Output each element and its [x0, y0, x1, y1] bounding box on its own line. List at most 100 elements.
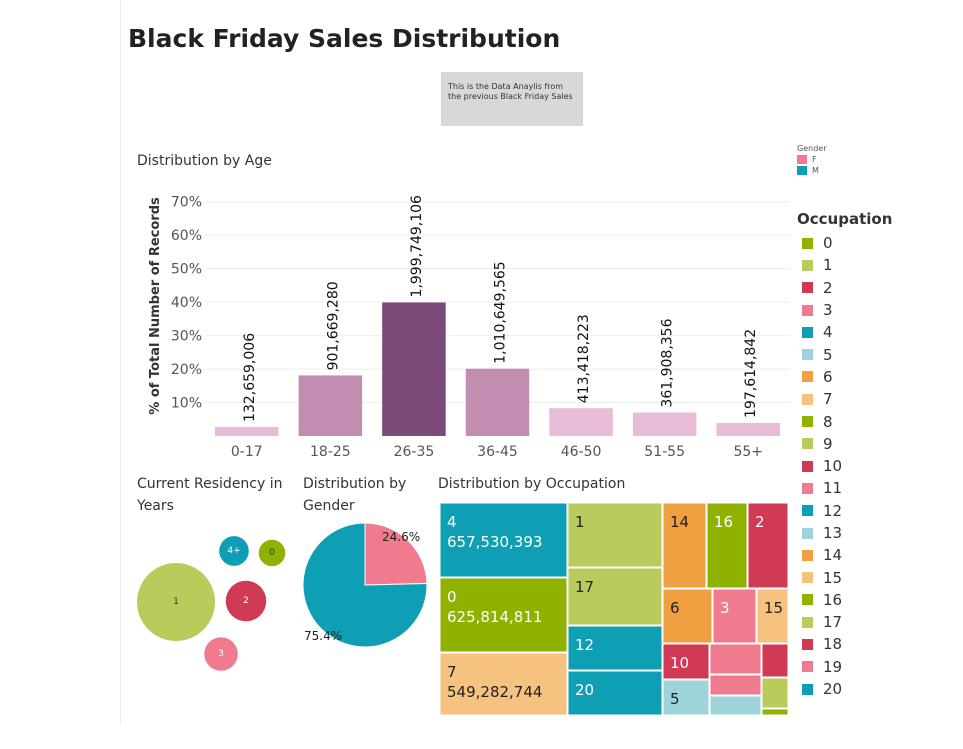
bubble-label: 0: [269, 548, 275, 558]
x-tick-label: 51-55: [644, 444, 685, 460]
treemap-tile-label: 16: [714, 513, 734, 531]
treemap-tile-6[interactable]: [662, 588, 713, 644]
occupation-legend-item-4[interactable]: 4: [797, 321, 892, 343]
treemap-tile-1[interactable]: [567, 502, 663, 568]
bar-36-45[interactable]: [465, 368, 530, 436]
occupation-legend-item-14[interactable]: 14: [797, 544, 892, 566]
bubble-2[interactable]: [225, 580, 267, 622]
treemap-tile-small[interactable]: [709, 674, 762, 696]
legend-swatch: [802, 482, 813, 494]
occupation-legend-item-19[interactable]: 19: [797, 656, 892, 678]
treemap-tile-12[interactable]: [567, 625, 663, 671]
legend-swatch: [802, 638, 813, 650]
occupation-legend-label: 2: [823, 278, 833, 297]
x-tick-label: 55+: [733, 444, 763, 460]
legend-swatch: [802, 572, 813, 584]
treemap-tile-20[interactable]: [567, 670, 663, 716]
y-axis-label: % of Total Number of Records: [148, 197, 163, 415]
legend-swatch: [802, 371, 813, 383]
pie-label-m: 75.4%: [304, 629, 342, 643]
occupation-legend-label: 14: [823, 546, 843, 565]
treemap-tile-label: 0 625,814,811: [447, 588, 543, 626]
treemap-tile-label: 10: [670, 654, 690, 672]
occupation-legend-item-16[interactable]: 16: [797, 589, 892, 611]
treemap-tile-17[interactable]: [567, 567, 663, 626]
x-tick-label: 46-50: [561, 444, 602, 460]
treemap-tile-small[interactable]: [761, 708, 789, 716]
bubble-1[interactable]: [137, 563, 215, 641]
gender-legend-item-f[interactable]: F: [797, 154, 826, 165]
treemap-tile-16[interactable]: [706, 502, 748, 589]
occupation-legend-label: 20: [823, 680, 843, 699]
treemap-tile-3[interactable]: [712, 588, 757, 644]
bubble-3[interactable]: [204, 637, 238, 671]
occupation-legend-item-12[interactable]: 12: [797, 500, 892, 522]
bar-46-50[interactable]: [549, 408, 613, 436]
gender-legend-item-m[interactable]: M: [797, 165, 826, 176]
x-tick-label: 36-45: [477, 444, 518, 460]
treemap-tile-small[interactable]: [709, 695, 762, 716]
treemap-tile-label: 17: [575, 578, 595, 596]
treemap-tile-label: 7 549,282,744: [447, 663, 543, 701]
bar-55+[interactable]: [716, 422, 780, 436]
occupation-legend-item-5[interactable]: 5: [797, 343, 892, 365]
occupation-legend-label: 9: [823, 434, 833, 453]
bubble-4+[interactable]: [219, 536, 249, 566]
occupation-legend-item-0[interactable]: 0: [797, 232, 892, 254]
treemap-tile-small[interactable]: [709, 643, 762, 675]
occupation-legend-item-3[interactable]: 3: [797, 299, 892, 321]
bubble-0[interactable]: [258, 539, 286, 567]
legend-swatch: [802, 304, 813, 316]
bubble-label: 4+: [227, 546, 241, 556]
y-tick-label: 40%: [171, 295, 202, 311]
occupation-legend-item-9[interactable]: 9: [797, 433, 892, 455]
y-tick-label: 10%: [171, 396, 202, 412]
treemap-tile-2[interactable]: [747, 502, 789, 589]
occupation-legend-item-17[interactable]: 17: [797, 611, 892, 633]
occupation-legend-item-7[interactable]: 7: [797, 388, 892, 410]
legend-swatch: [797, 166, 807, 175]
occupation-legend-title: Occupation: [797, 210, 893, 228]
bar-51-55[interactable]: [632, 412, 697, 436]
treemap-tile-label: 1: [575, 513, 585, 531]
occupation-legend: Occupation 0 1 2 3 4 5 6 7 8 9 10 11 12 13 14 15 16 17 18 1…: [797, 210, 892, 700]
bar-18-25[interactable]: [298, 375, 363, 436]
treemap-tile-7[interactable]: [439, 652, 568, 716]
bar-data-label: 413,418,223: [576, 314, 592, 403]
bar-data-label: 1,999,749,106: [409, 195, 425, 298]
treemap-tile-small[interactable]: [761, 677, 789, 709]
occupation-legend-item-6[interactable]: 6: [797, 366, 892, 388]
occupation-legend-label: 3: [823, 301, 833, 320]
treemap-tile-0[interactable]: [439, 577, 568, 653]
occupation-legend-item-8[interactable]: 8: [797, 410, 892, 432]
treemap-tile-label: 3: [720, 599, 730, 617]
treemap-tile-small[interactable]: [761, 643, 789, 678]
occupation-legend-item-10[interactable]: 10: [797, 455, 892, 477]
occupation-legend-item-11[interactable]: 11: [797, 477, 892, 499]
occupation-legend-label: 11: [823, 479, 843, 498]
treemap-tile-5[interactable]: [662, 679, 710, 716]
gender-legend-label: F: [812, 155, 817, 164]
legend-swatch: [802, 505, 813, 517]
treemap-tile-14[interactable]: [662, 502, 707, 589]
treemap-tile-label: 6: [670, 599, 680, 617]
treemap-tile-10[interactable]: [662, 643, 710, 680]
occupation-legend-item-13[interactable]: 13: [797, 522, 892, 544]
occupation-legend-label: 18: [823, 635, 843, 654]
pie-slice-F[interactable]: [364, 522, 428, 586]
occupation-legend-item-1[interactable]: 1: [797, 254, 892, 276]
gender-legend-label: M: [812, 166, 819, 175]
legend-swatch: [802, 259, 813, 271]
bar-26-35[interactable]: [382, 302, 446, 436]
treemap-tile-4[interactable]: [439, 502, 568, 578]
pie-slice-M[interactable]: [302, 522, 428, 648]
occupation-legend-item-20[interactable]: 20: [797, 678, 892, 700]
treemap-tile-15[interactable]: [756, 588, 789, 644]
y-tick-label: 30%: [171, 329, 202, 345]
occupation-legend-item-18[interactable]: 18: [797, 633, 892, 655]
occupation-legend-item-15[interactable]: 15: [797, 566, 892, 588]
legend-swatch: [802, 237, 813, 249]
bar-0-17[interactable]: [215, 426, 279, 436]
occupation-legend-item-2[interactable]: 2: [797, 277, 892, 299]
